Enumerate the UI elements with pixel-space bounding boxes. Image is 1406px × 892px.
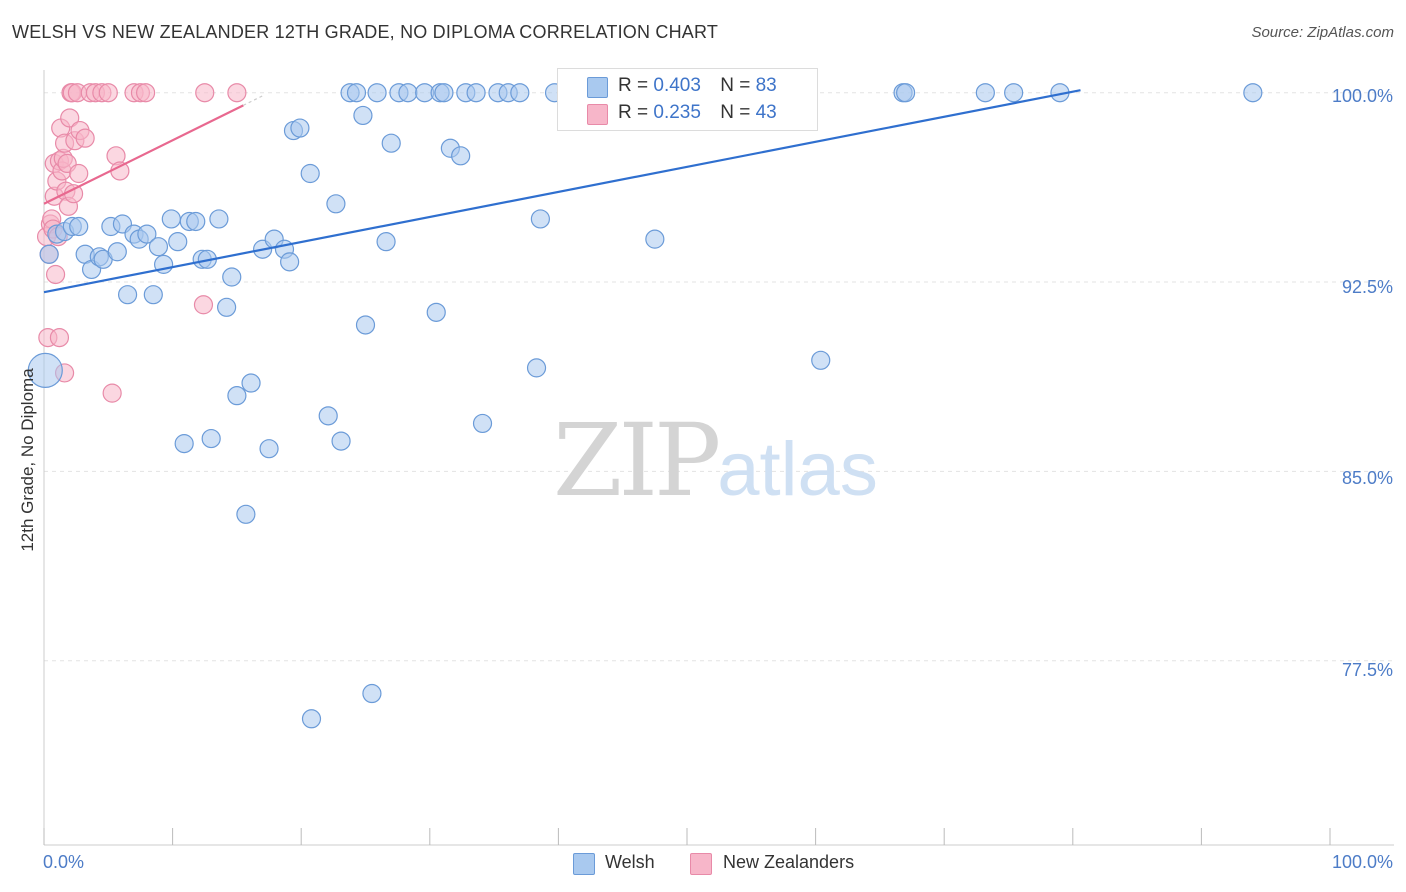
correlation-legend: R = 0.403 N = 83 R = 0.235 N = 43 <box>557 68 818 131</box>
nz-trend-extension <box>243 95 263 106</box>
watermark-zip: ZIP <box>553 402 721 519</box>
welsh-point-20 <box>161 209 181 229</box>
nz-point-29 <box>75 128 95 148</box>
nz-point-8 <box>45 264 66 285</box>
welsh-point-47 <box>346 83 367 103</box>
welsh-point-80 <box>1004 83 1024 103</box>
legend-nz-swatch <box>587 104 608 125</box>
legend-nz-row: R = 0.235 N = 43 <box>618 102 777 126</box>
welsh-point-28 <box>209 209 229 229</box>
welsh-point-78 <box>896 83 916 103</box>
welsh-point-29 <box>217 297 237 317</box>
y-tick-label-77-5: 77.5% <box>1341 660 1393 680</box>
welsh-point-16 <box>137 224 157 244</box>
welsh-points-group <box>27 83 1263 729</box>
welsh-point-21 <box>168 232 188 252</box>
nz-point-33 <box>98 83 118 103</box>
nz-point-27 <box>69 163 89 184</box>
welsh-point-17 <box>143 285 163 305</box>
welsh-point-53 <box>381 133 401 153</box>
welsh-point-45 <box>331 431 351 451</box>
welsh-point-35 <box>259 439 279 459</box>
legend-welsh-swatch <box>587 77 608 98</box>
nz-point-42 <box>227 83 247 103</box>
welsh-point-64 <box>472 413 493 434</box>
nz-point-36 <box>110 161 130 181</box>
x-tick-label-100: 100.0% <box>1331 852 1393 872</box>
nz-trend-line <box>43 104 244 205</box>
welsh-point-24 <box>186 211 206 232</box>
welsh-point-40 <box>290 118 310 138</box>
welsh-point-61 <box>451 146 471 166</box>
welsh-trend-line <box>43 89 1081 294</box>
x-tick-label-0: 0.0% <box>43 852 85 872</box>
nz-point-40 <box>193 295 214 315</box>
welsh-point-59 <box>434 83 454 103</box>
watermark-atlas: atlas <box>717 427 878 512</box>
y-tick-label-100: 100.0% <box>1331 86 1393 106</box>
welsh-point-44 <box>326 194 346 214</box>
welsh-point-38 <box>280 252 300 272</box>
bottom-legend-nz-swatch <box>690 853 712 875</box>
nz-point-41 <box>195 83 215 103</box>
y-tick-label-85: 85.0% <box>1341 468 1393 488</box>
welsh-point-76 <box>811 350 831 370</box>
nz-point-12 <box>49 327 70 348</box>
nz-point-21 <box>60 108 80 128</box>
welsh-point-51 <box>367 83 387 103</box>
welsh-point-30 <box>222 267 242 287</box>
legend-nz-r-value: 0.235 <box>653 102 701 123</box>
axes <box>43 70 1394 846</box>
welsh-point-79 <box>975 83 995 103</box>
welsh-point-31 <box>227 386 247 406</box>
welsh-point-11 <box>107 242 127 262</box>
welsh-point-1 <box>39 244 59 264</box>
welsh-point-27 <box>201 428 221 449</box>
nz-point-34 <box>102 383 122 403</box>
legend-nz-r-label: R = <box>618 102 649 123</box>
trend-lines <box>43 89 1081 294</box>
bottom-legend-welsh: Welsh <box>605 852 655 872</box>
welsh-point-22 <box>174 434 194 454</box>
y-tick-label-92-5: 92.5% <box>1341 277 1393 297</box>
legend-nz-n-value: 43 <box>755 102 777 123</box>
welsh-point-41 <box>300 163 320 184</box>
bottom-legend-nz: New Zealanders <box>723 852 855 872</box>
welsh-point-57 <box>426 302 446 322</box>
chart-title: WELSH VS NEW ZEALANDER 12TH GRADE, NO DI… <box>12 22 719 42</box>
nz-point-24 <box>63 184 84 204</box>
welsh-point-43 <box>318 406 338 426</box>
legend-nz-n-label: N = <box>720 102 751 123</box>
legend-welsh-r-label: R = <box>618 75 649 96</box>
welsh-point-48 <box>353 105 373 126</box>
y-axis-label: 12th Grade, No Diploma <box>18 368 37 552</box>
legend-welsh-row: R = 0.403 N = 83 <box>618 75 777 99</box>
welsh-point-69 <box>530 209 550 229</box>
welsh-point-82 <box>1243 83 1263 103</box>
welsh-point-63 <box>466 83 486 103</box>
welsh-point-74 <box>645 229 665 249</box>
welsh-point-5 <box>69 216 89 237</box>
source-label: Source: ZipAtlas.com <box>1251 24 1394 41</box>
welsh-point-68 <box>526 358 547 378</box>
welsh-point-49 <box>355 315 376 335</box>
welsh-point-67 <box>510 83 530 103</box>
welsh-point-13 <box>117 285 138 305</box>
welsh-point-50 <box>362 683 382 704</box>
welsh-point-18 <box>148 237 169 257</box>
welsh-point-55 <box>398 83 418 103</box>
legend-welsh-n-value: 83 <box>755 75 777 96</box>
welsh-point-0 <box>27 352 63 389</box>
welsh-point-52 <box>376 232 396 252</box>
legend-welsh-n-label: N = <box>720 75 751 96</box>
welsh-point-42 <box>301 709 322 729</box>
watermark: ZIPatlas <box>553 402 878 519</box>
legend-welsh-r-value: 0.403 <box>653 75 701 96</box>
nz-point-39 <box>135 83 156 103</box>
welsh-point-32 <box>236 504 256 524</box>
welsh-point-33 <box>241 373 261 393</box>
bottom-legend-welsh-swatch <box>573 853 595 875</box>
